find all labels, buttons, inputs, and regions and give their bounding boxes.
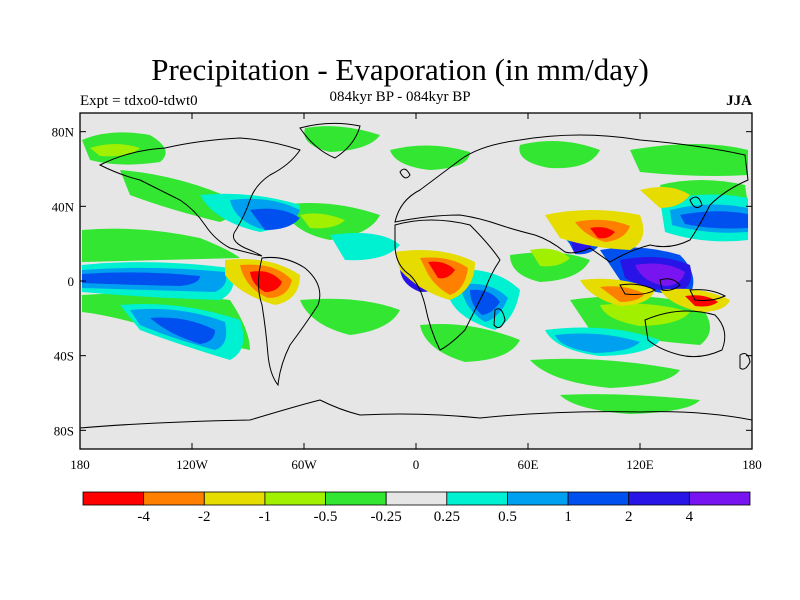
lon-tick-label: 0 (413, 457, 420, 472)
experiment-label: Expt = tdxo0-tdwt0 (80, 93, 198, 109)
colorbar-swatch (325, 491, 387, 506)
colorbar-label: -0.25 (371, 509, 402, 525)
colorbar-swatch (143, 491, 205, 506)
colorbar-label: 2 (625, 509, 633, 525)
lat-tick-label: 40N (52, 199, 75, 214)
plot-subtitle: 084kyr BP - 084kyr BP (329, 89, 471, 105)
colorbar-label: 1 (564, 509, 572, 525)
colorbar-label: 0.5 (498, 509, 517, 525)
colorbar-swatch (203, 491, 266, 506)
coastlines (80, 122, 752, 429)
colorbar: -4 -2 -1 -0.5 -0.25 0.25 0.5 1 2 4 (82, 491, 751, 525)
latitude-axis: 80N 40N 0 40S 80S (52, 125, 752, 438)
season-label: JJA (726, 93, 752, 109)
colorbar-swatch (446, 491, 508, 506)
colorbar-label: 0.25 (434, 509, 460, 525)
lat-tick-label: 80S (54, 423, 74, 438)
plot-title: Precipitation - Evaporation (in mm/day) (151, 52, 649, 87)
colorbar-swatch (82, 491, 145, 506)
colorbar-swatch (567, 491, 630, 506)
lon-tick-label: 180 (742, 457, 762, 472)
lon-tick-label: 120E (626, 457, 654, 472)
lat-tick-label: 0 (68, 274, 75, 289)
colorbar-label: 4 (686, 509, 694, 525)
lon-tick-label: 120W (176, 457, 209, 472)
lat-tick-label: 80N (52, 125, 75, 140)
lon-tick-label: 60E (518, 457, 539, 472)
colorbar-swatch (688, 491, 751, 506)
colorbar-label: -2 (198, 509, 211, 525)
lon-tick-label: 60W (291, 457, 317, 472)
colorbar-swatch (385, 491, 448, 506)
colorbar-swatch (507, 491, 569, 506)
colorbar-label: -4 (137, 509, 150, 525)
colorbar-swatch (628, 491, 690, 506)
lat-tick-label: 40S (54, 349, 74, 364)
colorbar-label: -1 (259, 509, 272, 525)
colorbar-swatch (264, 491, 326, 506)
colorbar-label: -0.5 (314, 509, 338, 525)
lon-tick-label: 180 (70, 457, 90, 472)
longitude-axis: 180 120W 60W 0 60E 120E 180 (70, 113, 762, 472)
precip-evap-field (82, 126, 748, 414)
